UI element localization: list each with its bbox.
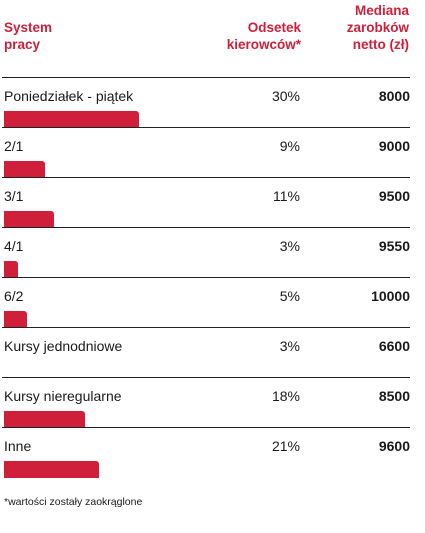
- table-row: Inne 21% 9600: [2, 427, 410, 478]
- table-row: Poniedziałek - piątek 30% 8000: [2, 77, 410, 128]
- table-row: Kursy nieregularne 18% 8500: [2, 377, 410, 428]
- percent-bar: [4, 261, 18, 278]
- category-label: 2/1: [4, 138, 24, 154]
- percent-bar: [4, 411, 85, 428]
- header-mediana-line3: netto (zł): [352, 37, 409, 52]
- category-label: 4/1: [4, 238, 24, 254]
- percent-label: 5%: [279, 288, 300, 304]
- percent-label: 11%: [273, 188, 300, 204]
- median-salary-label: 8500: [378, 388, 410, 404]
- percent-label: 30%: [271, 88, 300, 104]
- header-odsetek-line2: kierowców*: [226, 37, 301, 52]
- header-odsetek-line1: Odsetek: [247, 20, 301, 35]
- percent-label: 18%: [271, 388, 300, 404]
- category-label: Kursy nieregularne: [4, 388, 122, 404]
- header-mediana-line1: Mediana: [354, 3, 409, 18]
- header-system-line2: pracy: [4, 37, 41, 52]
- footnote: *wartości zostały zaokrąglone: [4, 496, 143, 508]
- median-salary-label: 9600: [378, 438, 410, 454]
- median-salary-label: 9500: [378, 188, 410, 204]
- table-row: 3/1 11% 9500: [2, 177, 410, 228]
- category-label: 6/2: [4, 288, 24, 304]
- percent-label: 3%: [279, 338, 300, 354]
- category-label: Kursy jednodniowe: [4, 338, 123, 354]
- percent-label: 9%: [279, 138, 300, 154]
- percent-bar: [4, 211, 54, 228]
- table-row: 6/2 5% 10000: [2, 277, 410, 328]
- percent-bar: [4, 311, 27, 328]
- table-row: 4/1 3% 9550: [2, 227, 410, 278]
- percent-label: 3%: [279, 238, 300, 254]
- header-system-line1: System: [4, 20, 53, 35]
- category-label: Poniedziałek - piątek: [4, 88, 134, 104]
- median-salary-label: 10000: [371, 288, 410, 304]
- median-salary-label: 6600: [378, 338, 410, 354]
- median-salary-label: 8000: [378, 88, 410, 104]
- percent-bar: [4, 461, 99, 478]
- median-salary-label: 9550: [378, 238, 410, 254]
- chart-table: System pracy Odsetek kierowców* Mediana …: [2, 0, 410, 533]
- table-row: Kursy jednodniowe 3% 6600: [2, 327, 410, 378]
- header-odsetek: Odsetek kierowców*: [182, 19, 301, 53]
- median-salary-label: 9000: [378, 138, 410, 154]
- table-row: 2/1 9% 9000: [2, 127, 410, 178]
- percent-label: 21%: [271, 438, 300, 454]
- header-mediana: Mediana zarobków netto (zł): [302, 2, 409, 53]
- percent-bar: [4, 111, 139, 128]
- percent-bar: [4, 161, 45, 178]
- category-label: Inne: [4, 438, 32, 454]
- category-label: 3/1: [4, 188, 24, 204]
- header-system-pracy: System pracy: [4, 19, 124, 53]
- header-mediana-line2: zarobków: [346, 20, 409, 35]
